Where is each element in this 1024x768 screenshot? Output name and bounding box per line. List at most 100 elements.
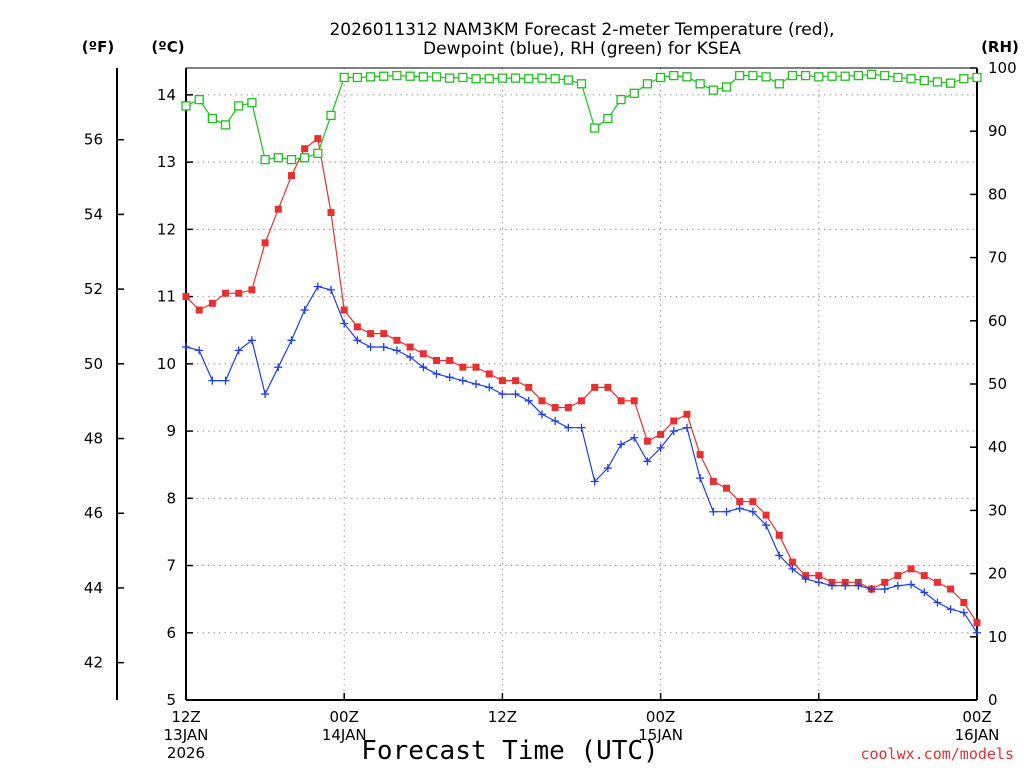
- rh-point: [207, 113, 218, 124]
- series-dewpoint: [182, 282, 981, 637]
- rh-point: [313, 148, 323, 158]
- temperature-point: [222, 289, 230, 297]
- temperature-point: [683, 410, 691, 418]
- dewpoint-point: [617, 440, 626, 449]
- temperature-point: [788, 558, 796, 566]
- dewpoint-point: [682, 423, 691, 432]
- dewpoint-point: [353, 336, 362, 345]
- rh-tick-label: 80: [988, 185, 1007, 203]
- fahrenheit-unit-label: (ºF): [82, 38, 114, 56]
- temperature-point: [604, 383, 612, 391]
- dewpoint-point: [234, 346, 243, 355]
- temperature-point: [485, 370, 493, 378]
- temperature-point: [301, 145, 309, 153]
- temperature-line: [185, 137, 978, 624]
- series-temperature: [182, 135, 981, 627]
- rh-point: [721, 82, 732, 92]
- rh-point: [735, 70, 745, 81]
- dewpoint-point: [696, 474, 705, 483]
- dewpoint-point: [524, 396, 533, 405]
- rh-point: [945, 78, 956, 88]
- temperature-point: [933, 578, 941, 586]
- dewpoint-point: [933, 598, 942, 607]
- rh-point: [932, 77, 943, 87]
- temperature-point: [353, 323, 361, 331]
- rh-tick-label: 100: [988, 59, 1017, 77]
- rh-point: [286, 154, 297, 165]
- temperature-point: [459, 363, 467, 371]
- rh-tick-label: 30: [988, 501, 1007, 519]
- dewpoint-point: [775, 551, 784, 560]
- x-tick-label: 2026: [167, 744, 205, 762]
- rh-point: [669, 70, 679, 81]
- temperature-point: [248, 286, 256, 294]
- dewpoint-point: [247, 336, 256, 345]
- axes: [116, 67, 978, 701]
- dewpoint-point: [762, 521, 771, 530]
- temperature-point: [380, 330, 388, 338]
- rh-point: [814, 72, 824, 82]
- x-tick-label: 12Z: [171, 708, 200, 726]
- rh-tick-label: 40: [988, 438, 1007, 456]
- dewpoint-point: [893, 581, 902, 590]
- celsius-tick-label: 5: [166, 691, 176, 709]
- rh-unit-label: (RH): [981, 38, 1019, 56]
- dewpoint-point: [907, 580, 916, 589]
- rh-point: [603, 113, 613, 124]
- dewpoint-point: [722, 507, 731, 516]
- dewpoint-point: [827, 581, 836, 590]
- x-axis-label: Forecast Time (UTC): [361, 736, 658, 766]
- temperature-point: [736, 498, 744, 506]
- dewpoint-point: [511, 390, 520, 399]
- celsius-tick-label: 8: [166, 489, 176, 507]
- dewpoint-point: [498, 390, 507, 399]
- rh-point: [827, 71, 837, 81]
- rh-point: [880, 70, 890, 81]
- rh-point: [181, 101, 191, 111]
- rh-point: [853, 70, 863, 81]
- rh-point: [576, 79, 587, 89]
- temperature-point: [432, 356, 440, 364]
- temperature-point: [327, 209, 335, 217]
- source-credit: coolwx.com/models: [860, 745, 1014, 763]
- dewpoint-point: [485, 383, 494, 392]
- dewpoint-point: [287, 336, 296, 345]
- dewpoint-point: [854, 581, 863, 590]
- rh-point: [510, 73, 521, 83]
- dewpoint-point: [419, 363, 428, 372]
- rh-point: [379, 71, 389, 81]
- rh-tick-label: 0: [988, 691, 998, 709]
- x-tick-label: 00Z: [646, 708, 675, 726]
- rh-point: [919, 75, 929, 86]
- dewpoint-point: [392, 346, 401, 355]
- x-tick-label: 12Z: [804, 708, 833, 726]
- data-series: [181, 69, 982, 637]
- celsius-tick-label: 13: [157, 153, 176, 171]
- temperature-point: [538, 397, 546, 405]
- chart-title-line1: 2026011312 NAM3KM Forecast 2-meter Tempe…: [329, 20, 834, 40]
- rh-tick-label: 20: [988, 565, 1007, 583]
- rh-point: [550, 74, 560, 84]
- x-tick-label: 13JAN: [164, 726, 209, 744]
- celsius-tick-label: 14: [157, 86, 176, 104]
- rh-point: [590, 123, 600, 133]
- temperature-point: [670, 417, 678, 425]
- rh-point: [774, 79, 784, 89]
- temperature-point: [446, 356, 454, 364]
- dewpoint-point: [748, 507, 757, 516]
- dewpoint-point: [735, 504, 744, 513]
- dewpoint-point: [551, 416, 560, 425]
- dewpoint-point: [577, 423, 586, 432]
- rh-point: [497, 73, 508, 83]
- celsius-tick-label: 7: [166, 557, 176, 575]
- rh-point: [220, 120, 231, 130]
- rh-point: [247, 98, 257, 108]
- rh-point: [299, 153, 310, 163]
- rh-point: [458, 72, 468, 83]
- fahrenheit-tick-label: 56: [84, 131, 103, 149]
- temperature-point: [709, 477, 717, 485]
- temperature-point: [643, 437, 651, 445]
- rh-point: [260, 154, 270, 165]
- rh-point: [642, 79, 653, 89]
- temperature-point: [762, 511, 770, 519]
